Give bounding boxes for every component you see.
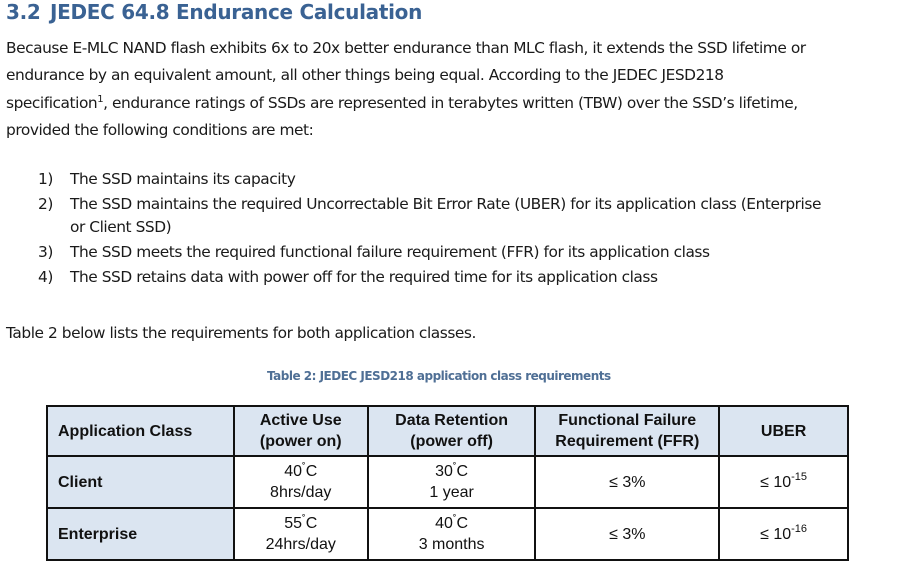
uber-exponent: -16 (791, 522, 808, 535)
table-header-row: Application Class Active Use (power on) … (46, 405, 849, 457)
list-marker: 1) (38, 170, 53, 188)
duration: 1 year (429, 484, 474, 501)
header-ffr: Functional Failure Requirement (FFR) (534, 405, 721, 457)
table-row: Client 40˚C 8hrs/day 30˚C 1 year ≤ 3% ≤ … (46, 455, 849, 509)
list-item-text: The SSD meets the required functional fa… (70, 243, 710, 261)
degree-symbol: ˚ (302, 514, 306, 526)
list-item: 4) The SSD retains data with power off f… (38, 266, 821, 289)
cell-uber: ≤ 10-15 (718, 455, 849, 509)
temperature: 40˚C (369, 513, 535, 534)
intro-line-4: provided the following conditions are me… (6, 121, 314, 139)
list-marker: 2) (38, 195, 53, 213)
conditions-list: 1) The SSD maintains its capacity 2) The… (38, 168, 821, 289)
list-item-text: The SSD maintains the required Uncorrect… (70, 195, 821, 213)
duration: 3 months (418, 536, 485, 553)
duration: 24hrs/day (265, 536, 336, 553)
temp-value: 40 (284, 463, 303, 480)
list-item: 3) The SSD meets the required functional… (38, 241, 821, 264)
uber-base: ≤ 10 (760, 525, 792, 543)
temp-unit: C (305, 515, 318, 532)
cell-uber: ≤ 10-16 (718, 507, 849, 561)
intro-line-3: specification1, endurance ratings of SSD… (6, 94, 798, 112)
duration: 8hrs/day (270, 484, 332, 501)
header-line: Functional Failure (558, 412, 697, 429)
requirements-table: Application Class Active Use (power on) … (46, 405, 849, 561)
temp-unit: C (456, 515, 469, 532)
table-caption: Table 2: JEDEC JESD218 application class… (267, 369, 611, 383)
header-line: Active Use (259, 412, 342, 429)
cell-ffr: ≤ 3% (534, 507, 721, 561)
header-line: (power off) (410, 433, 493, 450)
degree-symbol: ˚ (452, 462, 457, 474)
section-title: JEDEC 64.8 Endurance Calculation (50, 0, 423, 24)
cell-ffr: ≤ 3% (534, 455, 721, 509)
uber-base: ≤ 10 (760, 473, 792, 491)
temperature: 55˚C (235, 513, 367, 534)
cell-data-retention: 30˚C 1 year (366, 455, 537, 509)
footnote-reference[interactable]: 1 (97, 94, 104, 105)
degree-symbol: ˚ (302, 462, 306, 474)
table-row: Enterprise 55˚C 24hrs/day 40˚C 3 months … (46, 507, 849, 561)
header-uber: UBER (718, 405, 849, 457)
temp-unit: C (305, 463, 318, 480)
temp-value: 30 (435, 463, 453, 480)
temp-value: 55 (284, 515, 303, 532)
degree-symbol: ˚ (452, 514, 457, 526)
cell-class: Enterprise (46, 507, 235, 561)
intro-line-1: Because E-MLC NAND flash exhibits 6x to … (6, 39, 806, 57)
cell-active-use: 40˚C 8hrs/day (232, 455, 369, 509)
temperature: 30˚C (369, 461, 535, 482)
temp-unit: C (456, 463, 469, 480)
intro-text: , endurance ratings of SSDs are represen… (103, 94, 798, 112)
temperature: 40˚C (235, 461, 367, 482)
header-line: (power on) (259, 433, 342, 450)
cell-class: Client (46, 455, 235, 509)
header-line: Requirement (FFR) (555, 433, 700, 450)
list-item-text: The SSD retains data with power off for … (70, 268, 658, 286)
temp-value: 40 (435, 515, 453, 532)
section-number: 3.2 (6, 0, 41, 24)
header-active-use: Active Use (power on) (232, 405, 369, 457)
header-data-retention: Data Retention (power off) (366, 405, 537, 457)
uber-exponent: -15 (791, 470, 808, 483)
header-line: Data Retention (395, 412, 509, 429)
intro-line-2: endurance by an equivalent amount, all o… (6, 66, 724, 84)
cell-active-use: 55˚C 24hrs/day (232, 507, 369, 561)
list-item: 1) The SSD maintains its capacity (38, 168, 821, 191)
cell-data-retention: 40˚C 3 months (366, 507, 537, 561)
intro-text: specification (6, 94, 98, 112)
table-intro: Table 2 below lists the requirements for… (6, 324, 476, 342)
list-marker: 4) (38, 268, 53, 286)
list-item-continuation: or Client SSD) (70, 218, 172, 236)
list-item: 2) The SSD maintains the required Uncorr… (38, 193, 821, 239)
list-marker: 3) (38, 243, 53, 261)
list-item-text: The SSD maintains its capacity (70, 170, 296, 188)
section-heading: 3.2 JEDEC 64.8 Endurance Calculation (6, 0, 422, 24)
header-application-class: Application Class (46, 405, 235, 457)
